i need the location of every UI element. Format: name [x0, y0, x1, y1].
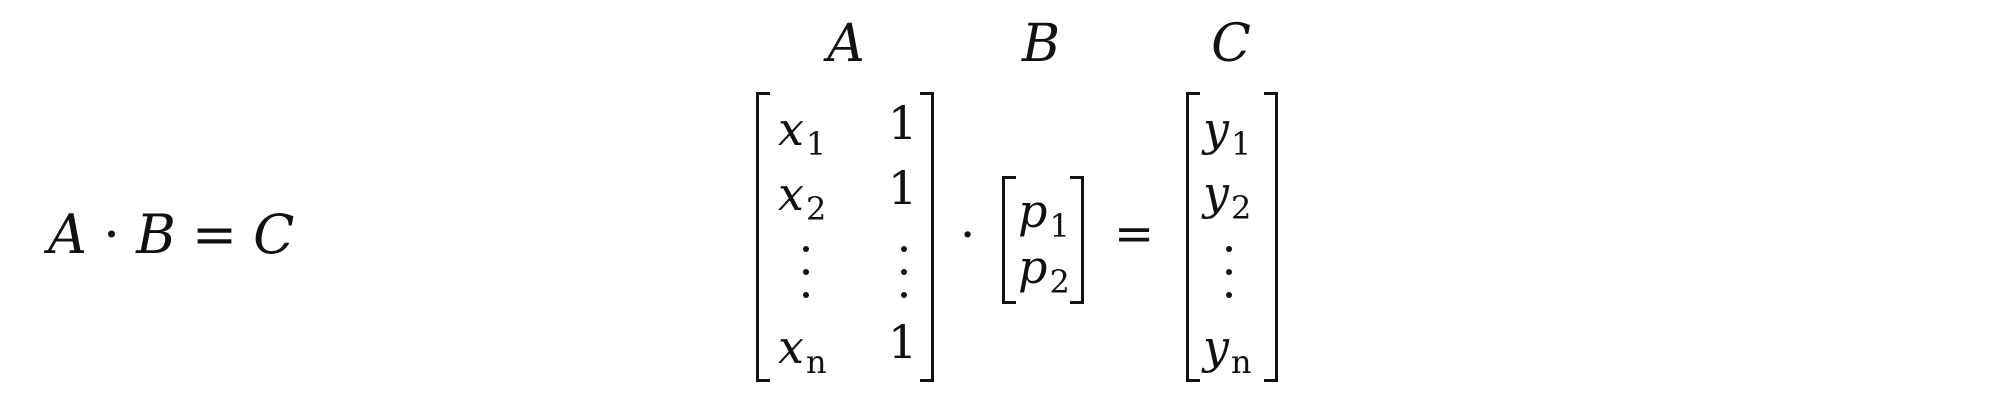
- matrix-c-label: C: [1211, 14, 1251, 74]
- matrix-c-row-2: y2: [1203, 166, 1252, 227]
- matrix-c-row-1: y1: [1203, 102, 1252, 163]
- matrix-c-row-n: yn: [1203, 320, 1252, 381]
- matrix-a-row-n-x: xn: [778, 320, 827, 381]
- matrix-a-col-1-vdots: [800, 246, 810, 300]
- matrix-b-row-1: p1: [1018, 184, 1070, 245]
- matrix-c: y1 y2 yn: [1186, 92, 1278, 382]
- matrix-a-left-bracket: [756, 92, 770, 382]
- matrix-b-left-bracket: [1002, 176, 1016, 304]
- matrix-c-left-bracket: [1186, 92, 1200, 382]
- matrix-a-row-1-one: 1: [888, 96, 918, 150]
- matrix-a-row-1-x: x1: [778, 102, 827, 163]
- matrix-b-label: B: [1021, 14, 1061, 74]
- matrix-a-row-2-one: 1: [888, 161, 918, 215]
- matrix-b: p1 p2: [1002, 176, 1084, 304]
- symbol-a: A: [48, 203, 87, 266]
- compact-matrix-equation: A · B = C: [48, 208, 294, 262]
- matrix-a-col-2-vdots: [898, 246, 908, 300]
- equals-sign: =: [191, 203, 238, 266]
- matrix-a-right-bracket: [920, 92, 934, 382]
- matrix-a-row-2-x: x2: [778, 167, 827, 228]
- matrix-b-right-bracket: [1070, 176, 1084, 304]
- matrix-a-label: A: [827, 14, 865, 74]
- symbol-c: C: [253, 203, 295, 266]
- matrix-multiply-dot: ·: [960, 207, 976, 263]
- multiply-dot: ·: [103, 203, 121, 266]
- symbol-b: B: [136, 203, 176, 266]
- matrix-equals-sign: =: [1114, 206, 1155, 262]
- matrix-a-row-n-one: 1: [888, 315, 918, 369]
- matrix-c-vdots: [1223, 246, 1233, 300]
- matrix-c-right-bracket: [1264, 92, 1278, 382]
- matrix-a: x1 1 x2 1 xn 1: [756, 92, 934, 382]
- matrix-b-row-2: p2: [1018, 240, 1070, 301]
